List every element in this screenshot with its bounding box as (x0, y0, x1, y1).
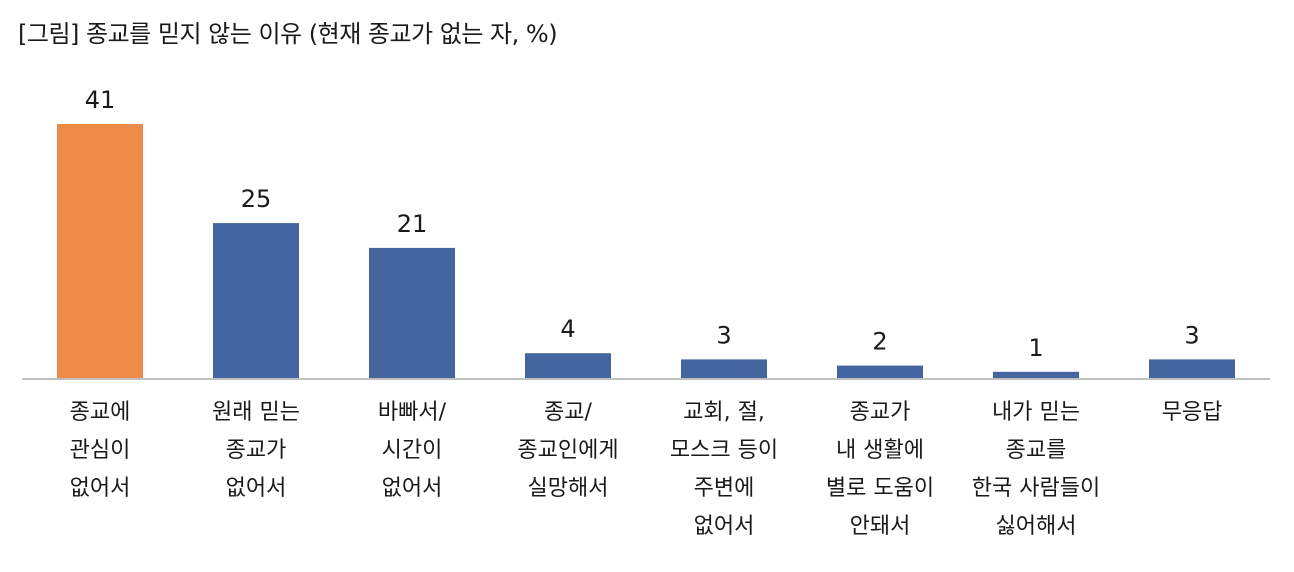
category-label-line: 종교인에게 (517, 438, 618, 463)
bar-4 (525, 353, 611, 378)
category-label-line: 안돼서 (850, 514, 911, 539)
value-label-3: 21 (397, 210, 428, 238)
bar-6 (837, 365, 923, 378)
value-label-2: 25 (241, 185, 272, 213)
category-label-line: 종교를 (1006, 438, 1067, 463)
bar-5 (681, 359, 767, 378)
category-label-line: 싫어해서 (996, 514, 1077, 539)
category-label-line: 내가 믿는 (992, 400, 1080, 425)
category-label-line: 종교가 (226, 438, 287, 463)
value-label-7: 1 (1028, 334, 1043, 362)
category-label-line: 없어서 (70, 476, 131, 501)
category-label-line: 없어서 (382, 476, 443, 501)
category-label-line: 교회, 절, (683, 400, 765, 425)
category-label-line: 무응답 (1162, 400, 1223, 425)
value-label-1: 41 (85, 86, 116, 114)
category-label-line: 종교/ (544, 400, 592, 425)
category-label-line: 한국 사람들이 (972, 476, 1100, 501)
category-label-line: 시간이 (382, 438, 443, 463)
category-label-line: 없어서 (226, 476, 287, 501)
bar-8 (1149, 359, 1235, 378)
category-label-line: 종교가 (850, 400, 911, 425)
category-label-line: 없어서 (694, 514, 755, 539)
value-label-4: 4 (560, 315, 575, 343)
category-label-line: 종교에 (70, 400, 131, 425)
category-label-line: 별로 도움이 (826, 476, 934, 501)
category-label-line: 바빠서/ (378, 400, 447, 425)
category-label-line: 내 생활에 (836, 438, 924, 463)
value-label-6: 2 (872, 328, 887, 356)
value-label-8: 3 (1184, 321, 1199, 349)
chart-title: [그림] 종교를 믿지 않는 이유 (현재 종교가 없는 자, %) (18, 20, 558, 48)
category-label-line: 실망해서 (528, 476, 609, 501)
bars-layer (57, 124, 1235, 378)
category-label-line: 관심이 (70, 438, 131, 463)
bar-3 (369, 247, 455, 378)
bar-2 (213, 223, 299, 378)
value-label-5: 3 (716, 321, 731, 349)
category-label-line: 원래 믿는 (212, 400, 300, 425)
category-label-8: 무응답 (1162, 400, 1223, 425)
category-label-line: 모스크 등이 (670, 438, 778, 463)
category-label-line: 주변에 (694, 476, 755, 501)
bar-1 (57, 124, 143, 378)
bar-7 (993, 371, 1079, 378)
